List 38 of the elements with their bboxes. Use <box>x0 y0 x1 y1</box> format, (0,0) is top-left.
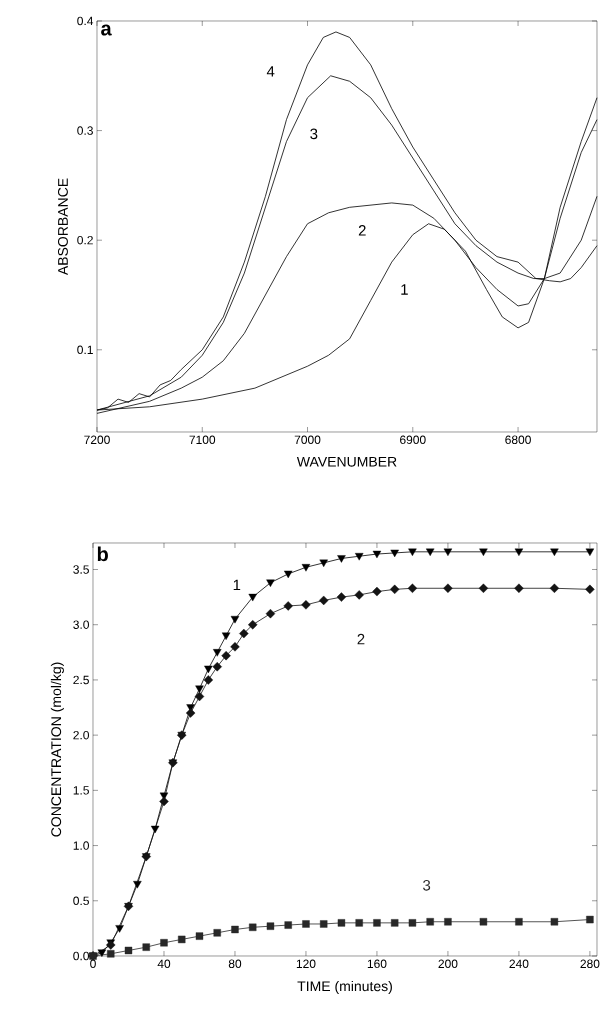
x-tick-label: 7000 <box>294 435 321 445</box>
x-axis-title: WAVENUMBER <box>296 456 397 467</box>
y-tick-label: 0.1 <box>77 345 93 355</box>
y-tick-label: 0.0 <box>73 951 89 961</box>
y-tick-label: 0.2 <box>77 235 93 245</box>
y-tick-label: 3.0 <box>73 620 89 629</box>
y-tick-label: 1.0 <box>73 841 89 850</box>
x-tick-label: 80 <box>228 959 242 969</box>
x-tick-label: 6900 <box>400 435 426 445</box>
annotation: b <box>97 546 108 562</box>
y-axis-title: CONCENTRATION (mol/kg) <box>50 662 64 837</box>
y-tick-label: 3.5 <box>73 565 89 574</box>
x-tick-label: 240 <box>509 959 529 969</box>
y-tick-label: 0.3 <box>77 126 93 135</box>
y-tick-label: 0.5 <box>73 896 89 906</box>
series-label: 1 <box>233 579 241 591</box>
x-tick-label: 40 <box>157 959 171 969</box>
x-tick-label: 6800 <box>505 435 531 445</box>
series-label: 3 <box>310 128 318 140</box>
x-axis-title: TIME (minutes) <box>297 980 392 994</box>
series-label: 4 <box>266 66 275 77</box>
annotation: a <box>101 24 112 36</box>
series-label: 1 <box>401 284 408 295</box>
x-tick-label: 200 <box>438 959 458 969</box>
y-tick-label: 2.0 <box>73 730 89 740</box>
series-label: 3 <box>423 880 431 891</box>
y-axis-title: ABSORBANCE <box>57 178 68 276</box>
x-tick-label: 280 <box>580 959 600 969</box>
x-tick-label: 160 <box>367 959 387 969</box>
x-tick-label: 7100 <box>189 435 216 445</box>
x-tick-label: 7200 <box>84 435 110 445</box>
series-label: 2 <box>358 225 366 236</box>
x-tick-label: 120 <box>296 959 316 969</box>
x-tick-label: 0 <box>90 959 96 969</box>
y-tick-label: 0.4 <box>77 16 94 26</box>
y-tick-label: 2.5 <box>73 675 89 685</box>
text: 2 <box>357 633 365 645</box>
y-tick-label: 1.5 <box>73 786 89 795</box>
